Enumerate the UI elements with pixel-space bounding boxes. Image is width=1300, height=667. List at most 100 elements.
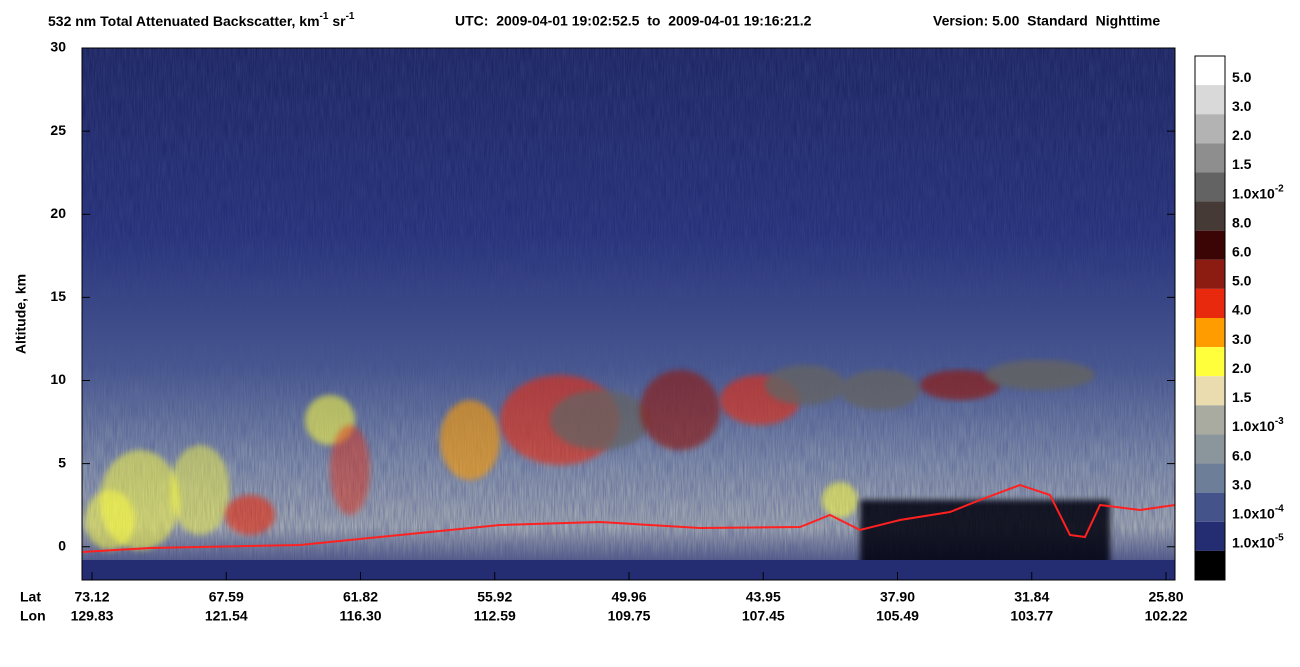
colorbar-label-text: 1.0x10 <box>1232 505 1275 521</box>
y-tick-label: 10 <box>50 371 66 387</box>
colorbar-swatch <box>1195 172 1225 202</box>
x-tick-label: 121.54 <box>205 608 248 624</box>
x-tick-label: 109.75 <box>608 608 651 624</box>
colorbar-swatch <box>1195 463 1225 493</box>
cloud <box>640 370 720 450</box>
colorbar-label: 4.0 <box>1232 301 1252 317</box>
colorbar-swatch <box>1195 492 1225 522</box>
colorbar-label: 3.0 <box>1232 98 1252 114</box>
x-tick-label: 67.59 <box>209 589 244 605</box>
chart-title: 532 nm Total Attenuated Backscatter, km-… <box>48 11 355 29</box>
x-tick-label: 61.82 <box>343 589 378 605</box>
colorbar-label-text: 8.0 <box>1232 214 1252 230</box>
cloud <box>985 360 1095 390</box>
x-tick-label: 31.84 <box>1014 589 1049 605</box>
colorbar-label: 1.0x10-3 <box>1232 416 1284 434</box>
colorbar-label: 8.0 <box>1232 214 1252 230</box>
colorbar-swatch <box>1195 114 1225 144</box>
y-tick-label: 5 <box>58 454 66 470</box>
x-tick-label: 116.30 <box>339 608 381 624</box>
cloud <box>550 390 650 450</box>
x-row-name: Lon <box>20 608 46 624</box>
colorbar-label-text: 3.0 <box>1232 98 1252 114</box>
colorbar-swatch <box>1195 434 1225 464</box>
colorbar-swatch <box>1195 405 1225 435</box>
colorbar-swatch <box>1195 521 1225 551</box>
title-text: 532 nm Total Attenuated Backscatter, km <box>48 13 320 29</box>
y-tick-label: 15 <box>50 288 66 304</box>
cloud <box>85 490 135 550</box>
colorbar-swatch <box>1195 288 1225 318</box>
colorbar-label: 6.0 <box>1232 243 1252 259</box>
colorbar-label-text: 6.0 <box>1232 447 1252 463</box>
colorbar-swatch <box>1195 318 1225 348</box>
x-tick-label: 105.49 <box>876 608 919 624</box>
x-row-name: Lat <box>20 589 41 605</box>
colorbar-label: 1.0x10-2 <box>1232 183 1284 201</box>
utc-range: UTC: 2009-04-01 19:02:52.5 to 2009-04-01… <box>455 13 812 29</box>
colorbar-label: 5.0 <box>1232 272 1252 288</box>
colorbar-label-exponent: -3 <box>1275 416 1284 427</box>
colorbar-swatch <box>1195 201 1225 231</box>
colorbar-label-exponent: -2 <box>1275 183 1284 194</box>
cloud <box>765 365 845 405</box>
colorbar-label-text: 4.0 <box>1232 301 1252 317</box>
colorbar-label: 3.0 <box>1232 476 1252 492</box>
x-tick-label: 49.96 <box>611 589 646 605</box>
colorbar-label-text: 1.0x10 <box>1232 534 1275 550</box>
colorbar-label: 3.0 <box>1232 331 1252 347</box>
cloud <box>330 425 370 515</box>
surface-line <box>82 483 1175 553</box>
x-tick-label: 102.22 <box>1145 608 1188 624</box>
colorbar-label-text: 2.0 <box>1232 360 1252 376</box>
cloud <box>920 370 1000 400</box>
x-tick-label: 107.45 <box>742 608 785 624</box>
curtain-texture <box>82 48 1175 580</box>
colorbar-label-text: 5.0 <box>1232 272 1252 288</box>
cloud <box>822 482 858 518</box>
colorbar-label-text: 3.0 <box>1232 476 1252 492</box>
colorbar-label: 1.5 <box>1232 156 1252 172</box>
cloud <box>225 495 275 535</box>
colorbar-swatch <box>1195 376 1225 406</box>
title-superscript: -1 <box>346 11 355 22</box>
version-info: Version: 5.00 Standard Nighttime <box>933 13 1160 29</box>
x-tick-label: 37.90 <box>880 589 915 605</box>
cloud <box>840 370 920 410</box>
colorbar-frame <box>1194 55 1226 581</box>
x-tick-label: 129.83 <box>71 608 114 624</box>
colorbar-label: 1.0x10-5 <box>1232 533 1284 551</box>
cloud <box>440 400 500 480</box>
y-tick-label: 0 <box>58 537 66 553</box>
colorbar-swatch <box>1195 56 1225 86</box>
cloud-layer <box>82 360 1175 580</box>
title-text: sr <box>328 13 346 29</box>
curtain <box>82 48 1175 580</box>
colorbar-label-text: 6.0 <box>1232 243 1252 259</box>
colorbar-label-text: 3.0 <box>1232 331 1252 347</box>
y-axis-label: Altitude, km <box>13 274 29 354</box>
colorbar-label: 1.5 <box>1232 389 1252 405</box>
colorbar-label: 2.0 <box>1232 127 1252 143</box>
colorbar-swatch <box>1195 230 1225 260</box>
x-tick-label: 55.92 <box>477 589 512 605</box>
colorbar-label: 1.0x10-4 <box>1232 504 1284 522</box>
subsurface-band <box>82 560 1175 580</box>
colorbar-label: 5.0 <box>1232 69 1252 85</box>
colorbar-swatch <box>1195 143 1225 173</box>
cloud <box>170 445 230 535</box>
colorbar-label-exponent: -4 <box>1275 504 1284 515</box>
x-tick-label: 103.77 <box>1010 608 1053 624</box>
x-tick-label: 43.95 <box>746 589 781 605</box>
colorbar-label-text: 1.5 <box>1232 156 1252 172</box>
title-superscript: -1 <box>320 11 329 22</box>
y-tick-label: 20 <box>50 205 66 221</box>
y-tick-label: 25 <box>50 122 66 138</box>
x-tick-label: 73.12 <box>74 589 109 605</box>
colorbar-label-text: 1.5 <box>1232 389 1252 405</box>
colorbar-label-text: 1.0x10 <box>1232 185 1275 201</box>
x-tick-label: 112.59 <box>474 608 516 624</box>
colorbar-swatch <box>1195 347 1225 377</box>
colorbar-label-exponent: -5 <box>1275 533 1284 544</box>
